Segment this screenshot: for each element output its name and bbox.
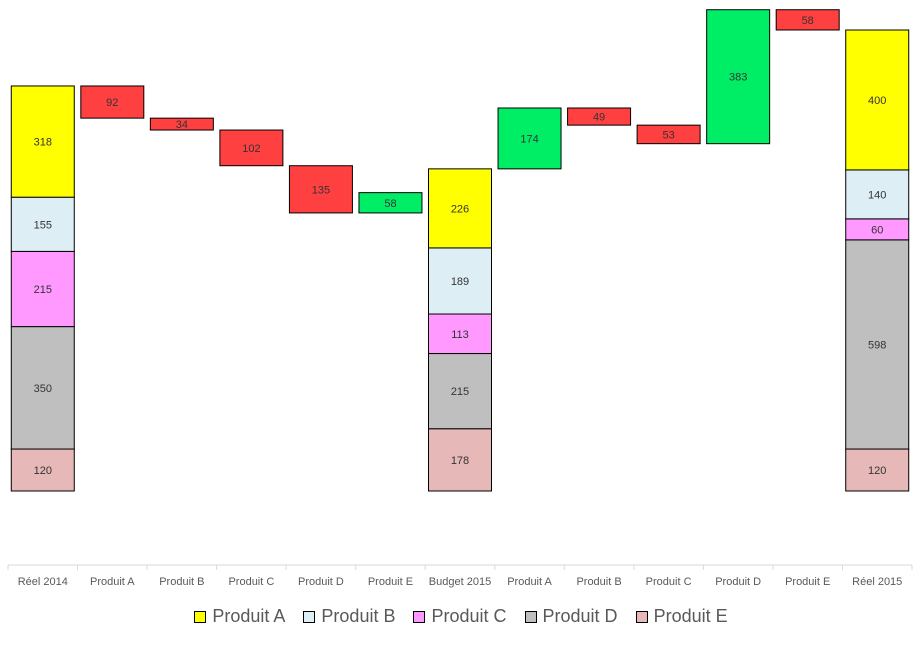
total-bar-segment (10, 326, 75, 450)
decrease-bar (775, 9, 840, 31)
waterfall-chart: 120 350 215 155 318 92 34 102 135 58 178 215 113 189 2… (7, 9, 913, 588)
legend-swatch (303, 610, 316, 623)
bar-value-label: 102 (242, 143, 260, 155)
bar-value-label: 598 (868, 339, 886, 351)
decrease-bar (567, 107, 632, 126)
bar-value-label: 226 (451, 203, 469, 215)
legend-item: Produit B (303, 606, 395, 627)
total-bar-segment (845, 29, 910, 171)
legend-label: Produit E (653, 606, 728, 626)
total-bar-segment (428, 313, 492, 355)
bar-value-label: 58 (802, 15, 814, 27)
x-tick-label: Réel 2014 (18, 576, 68, 588)
x-tick-label: Produit E (785, 576, 830, 588)
legend-swatch (413, 610, 426, 623)
bar-value-label: 60 (871, 224, 883, 236)
total-bar-segment (428, 428, 492, 492)
bar-value-label: 318 (34, 137, 52, 149)
total-bar-segment (10, 448, 75, 492)
legend-label: Produit A (212, 606, 286, 626)
bar-value-label: 178 (451, 455, 469, 467)
legend: Produit A Produit B Produit C Produit D Prod… (0, 606, 922, 627)
bar-value-label: 350 (34, 383, 52, 395)
bar-value-label: 113 (451, 329, 469, 341)
bar-value-label: 92 (106, 97, 118, 109)
x-tick-label: Produit C (228, 576, 274, 588)
decrease-bar (219, 129, 284, 167)
bars-group (10, 9, 910, 492)
bar-value-label: 400 (868, 95, 886, 107)
bar-value-label: 215 (451, 386, 469, 398)
legend-item: Produit D (524, 606, 618, 627)
bar-value-label: 135 (312, 184, 330, 196)
x-tick-label: Produit A (507, 576, 552, 588)
bar-value-label: 155 (34, 219, 52, 231)
total-bar-segment (10, 196, 75, 252)
x-tick-label: Budget 2015 (429, 576, 491, 588)
total-bar-segment (845, 239, 910, 450)
increase-bar (706, 9, 771, 145)
bar-value-label: 383 (729, 72, 747, 84)
increase-bar (358, 192, 423, 214)
bar-value-label: 120 (34, 465, 52, 477)
bar-value-label: 49 (593, 112, 605, 124)
x-tick-label: Produit B (576, 576, 621, 588)
x-tick-label: Produit D (298, 576, 344, 588)
decrease-bar (149, 117, 214, 131)
bar-value-label: 140 (868, 189, 886, 201)
legend-label: Produit C (431, 606, 507, 626)
legend-label: Produit B (321, 606, 396, 626)
legend-swatch (635, 610, 648, 623)
bar-labels-group: 120 350 215 155 318 92 34 102 135 58 178 215 113 189 2… (34, 15, 887, 477)
total-bar-segment (428, 168, 492, 249)
bar-value-label: 53 (662, 129, 674, 141)
total-bar-segment (428, 353, 492, 430)
x-tick-label: Réel 2015 (852, 576, 902, 588)
total-bar-segment (10, 85, 75, 198)
legend-swatch (194, 610, 207, 623)
bar-value-label: 189 (451, 276, 469, 288)
legend-item: Produit E (635, 606, 728, 627)
bar-value-label: 58 (384, 198, 396, 210)
increase-bar (497, 107, 562, 170)
legend-label: Produit D (542, 606, 618, 626)
legend-swatch (524, 610, 537, 623)
bar-value-label: 174 (520, 133, 538, 145)
bar-value-label: 215 (34, 284, 52, 296)
legend-item: Produit C (413, 606, 507, 627)
total-bar-segment (845, 169, 910, 220)
legend-item: Produit A (194, 606, 285, 627)
total-bar-segment (845, 448, 910, 492)
x-ticks-group: Réel 2014 Produit A Produit B Produit C Prod… (7, 565, 913, 588)
x-tick-label: Produit D (715, 576, 761, 588)
x-tick-label: Produit A (90, 576, 135, 588)
x-tick-label: Produit C (646, 576, 692, 588)
decrease-bar (636, 124, 701, 145)
x-tick-label: Produit E (368, 576, 413, 588)
decrease-bar (288, 165, 353, 214)
bar-value-label: 120 (868, 465, 886, 477)
decrease-bar (80, 85, 145, 119)
bar-value-label: 34 (176, 119, 188, 131)
x-tick-label: Produit B (159, 576, 204, 588)
